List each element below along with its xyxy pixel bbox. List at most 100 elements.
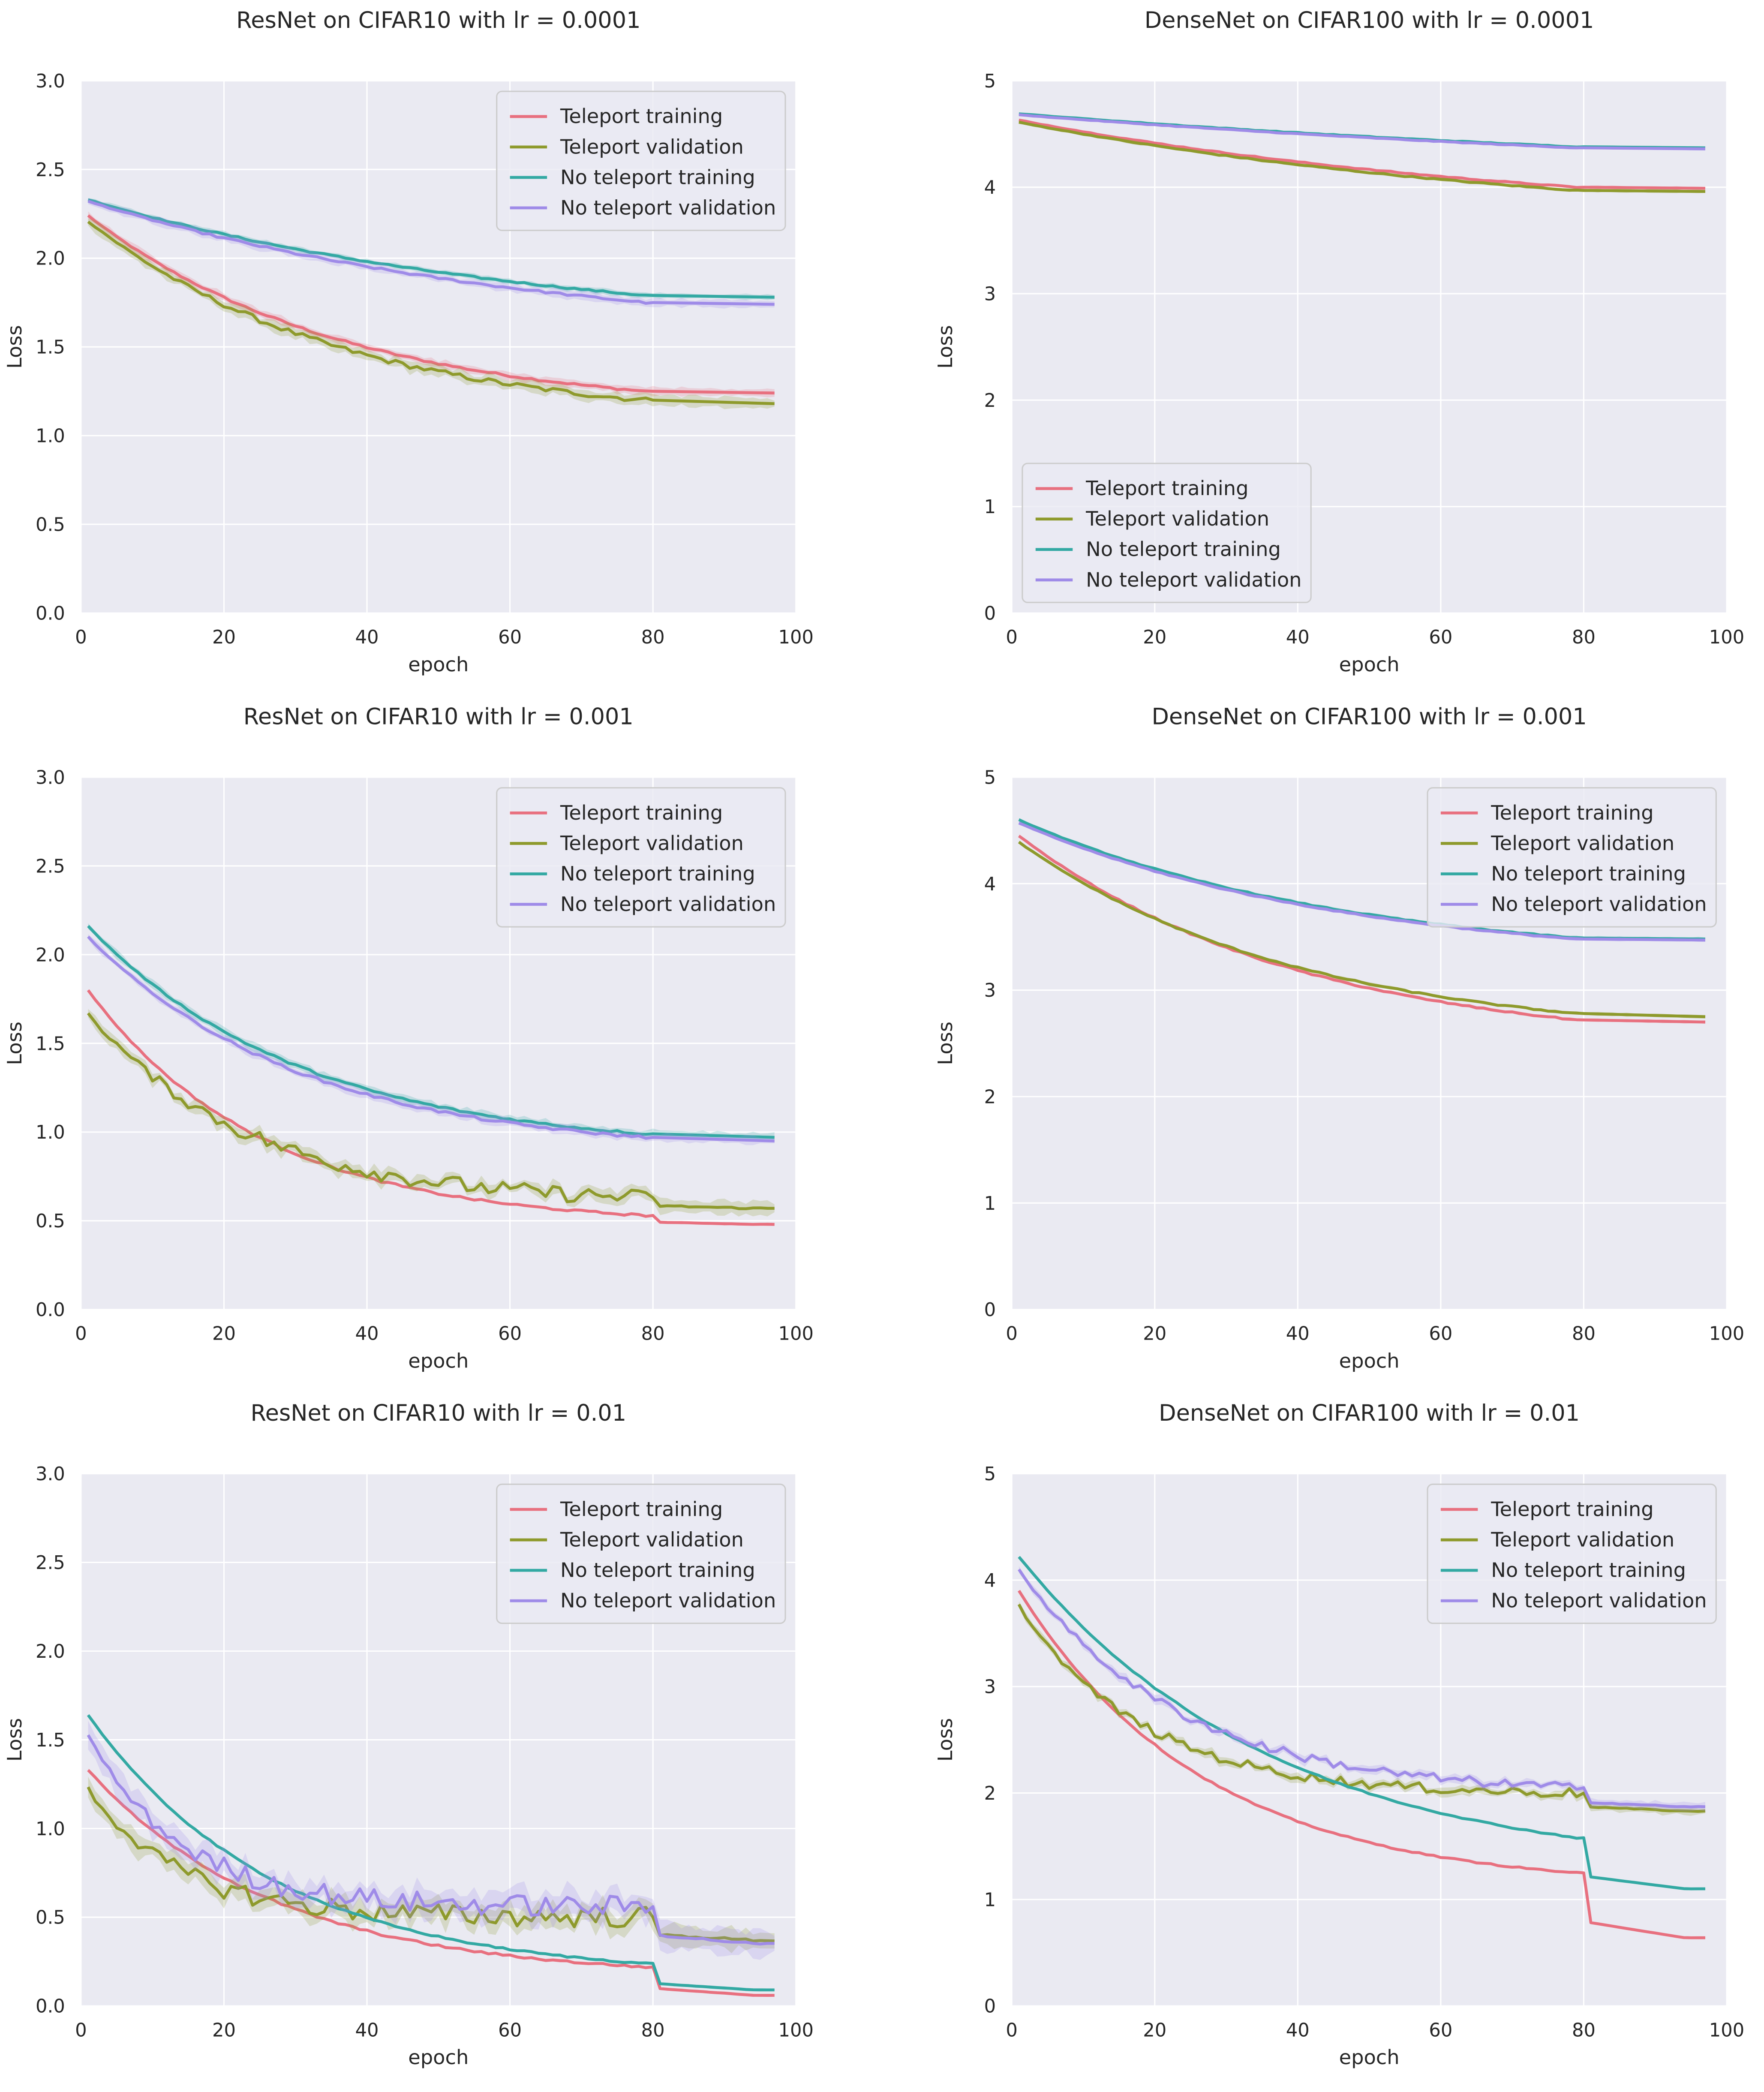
y-tick-label: 4: [984, 1570, 996, 1591]
line-no-teleport-validation: [1019, 113, 1706, 150]
chart-title: DenseNet on CIFAR100 with lr = 0.01: [1159, 1400, 1580, 1426]
y-tick-label: 1: [984, 496, 996, 518]
y-tick-label: 0: [984, 1996, 996, 2017]
x-axis-label: epoch: [408, 2046, 469, 2069]
legend-label-teleport-validation: Teleport validation: [1085, 507, 1269, 530]
legend-label-teleport-training: Teleport training: [1491, 1497, 1653, 1521]
chart-title: DenseNet on CIFAR100 with lr = 0.0001: [1145, 7, 1594, 33]
x-tick-label: 100: [1709, 2020, 1745, 2041]
legend-label-no-teleport-training: No teleport training: [560, 165, 755, 189]
legend-label-teleport-validation: Teleport validation: [560, 1528, 744, 1551]
legend-label-teleport-training: Teleport training: [1491, 801, 1653, 824]
line-teleport-training: [87, 989, 775, 1226]
line-teleport-training: [1018, 835, 1706, 1024]
x-tick-label: 0: [75, 2020, 87, 2041]
x-tick-label: 20: [212, 1323, 236, 1345]
y-tick-label: 2.0: [36, 248, 65, 270]
x-tick-label: 0: [1006, 627, 1018, 648]
legend-label-no-teleport-training: No teleport training: [1491, 1559, 1686, 1582]
line-no-teleport-validation: [1018, 821, 1706, 942]
line-no-teleport-training: [87, 925, 775, 1139]
y-tick-label: 1.5: [36, 1730, 65, 1751]
y-tick-label: 1.5: [36, 1033, 65, 1055]
subplot-3: 0 20 40 60 80 100 0.0 0.5 1.0 1.5 2.0 2.5 3.0 ResNet …: [3, 703, 814, 1372]
y-tick-label: 5: [984, 71, 996, 92]
x-tick-label: 80: [641, 1323, 665, 1345]
y-tick-label: 0.5: [36, 1211, 65, 1232]
line-teleport-validation: [1019, 120, 1706, 193]
y-axis-label: Loss: [3, 1718, 26, 1762]
legend-box: [1022, 463, 1312, 603]
line-no-teleport-validation: [87, 200, 775, 306]
x-tick-label: 40: [355, 627, 379, 648]
line-teleport-validation: [1017, 1603, 1706, 1813]
y-axis-label: Loss: [934, 325, 957, 369]
legend-label-teleport-validation: Teleport validation: [1491, 832, 1674, 855]
y-tick-label: 1.0: [36, 1818, 65, 1840]
y-tick-label: 3.0: [36, 1464, 65, 1485]
x-tick-label: 40: [1286, 627, 1310, 648]
line-no-teleport-validation: [87, 1734, 775, 1946]
line-teleport-validation: [87, 220, 775, 406]
y-tick-label: 2.5: [36, 1552, 65, 1574]
legend-label-no-teleport-training: No teleport training: [1086, 538, 1281, 561]
x-tick-label: 100: [778, 627, 814, 648]
legend-label-no-teleport-training: No teleport training: [560, 862, 755, 885]
x-tick-label: 40: [355, 1323, 379, 1345]
legend-label-no-teleport-validation: No teleport validation: [1086, 568, 1301, 591]
y-axis-label: Loss: [3, 1022, 26, 1065]
y-tick-label: 0.0: [36, 603, 65, 624]
x-tick-label: 80: [1572, 1323, 1596, 1345]
band-teleport-validation: [88, 218, 775, 409]
y-tick-label: 2: [984, 1086, 996, 1108]
y-tick-label: 0.5: [36, 514, 65, 536]
line-teleport-validation: [1018, 841, 1706, 1019]
subplot-4: 0 20 40 60 80 100 0 1 2 3 4 5 DenseNet on CIFAR100 w…: [934, 703, 1744, 1372]
legend-label-no-teleport-training: No teleport training: [560, 1559, 755, 1582]
x-tick-label: 0: [75, 1323, 87, 1345]
y-tick-label: 0.5: [36, 1907, 65, 1929]
x-tick-label: 100: [1709, 1323, 1745, 1345]
y-tick-label: 1: [984, 1193, 996, 1214]
y-tick-label: 0.0: [36, 1299, 65, 1321]
y-tick-label: 1.5: [36, 337, 65, 358]
x-tick-label: 20: [1143, 627, 1166, 648]
x-axis-label: epoch: [1339, 1350, 1400, 1373]
line-teleport-training: [87, 1769, 775, 1997]
legend-label-no-teleport-training: No teleport training: [1491, 862, 1686, 885]
x-tick-label: 80: [641, 627, 665, 648]
x-axis-label: epoch: [1339, 653, 1400, 676]
legend-label-teleport-training: Teleport training: [560, 1497, 723, 1521]
legend: Teleport training Teleport validation No t…: [1022, 463, 1312, 603]
y-tick-label: 2.0: [36, 944, 65, 966]
legend-label-no-teleport-validation: No teleport validation: [560, 196, 776, 219]
x-tick-label: 60: [498, 2020, 522, 2041]
legend-label-no-teleport-validation: No teleport validation: [1491, 893, 1707, 916]
x-tick-label: 20: [1143, 2020, 1166, 2041]
y-tick-label: 3: [984, 283, 996, 305]
x-tick-label: 60: [1429, 1323, 1452, 1345]
x-tick-label: 20: [212, 627, 236, 648]
y-tick-label: 0.0: [36, 1996, 65, 2017]
x-tick-label: 20: [212, 2020, 236, 2041]
legend-label-teleport-validation: Teleport validation: [560, 135, 744, 158]
legend-label-teleport-training: Teleport training: [560, 801, 723, 824]
y-tick-label: 3: [984, 1677, 996, 1698]
line-no-teleport-training: [87, 1714, 775, 1992]
legend-label-teleport-training: Teleport training: [1085, 477, 1248, 500]
chart-title: ResNet on CIFAR10 with lr = 0.0001: [236, 7, 640, 33]
y-axis-label: Loss: [934, 1022, 957, 1065]
x-tick-label: 0: [1006, 1323, 1018, 1345]
x-tick-label: 80: [1572, 627, 1596, 648]
y-tick-label: 2: [984, 390, 996, 412]
y-tick-label: 2.5: [36, 856, 65, 877]
legend-label-teleport-validation: Teleport validation: [560, 832, 744, 855]
subplot-2: 0 20 40 60 80 100 0 1 2 3 4 5 DenseNet on CIFAR100 w…: [934, 7, 1744, 676]
legend: Teleport training Teleport validation No t…: [496, 787, 786, 928]
x-tick-label: 60: [498, 627, 522, 648]
y-tick-label: 0: [984, 603, 996, 624]
line-teleport-training: [1019, 118, 1706, 190]
chart-title: ResNet on CIFAR10 with lr = 0.001: [243, 703, 634, 730]
y-tick-label: 5: [984, 767, 996, 788]
x-tick-label: 0: [75, 627, 87, 648]
